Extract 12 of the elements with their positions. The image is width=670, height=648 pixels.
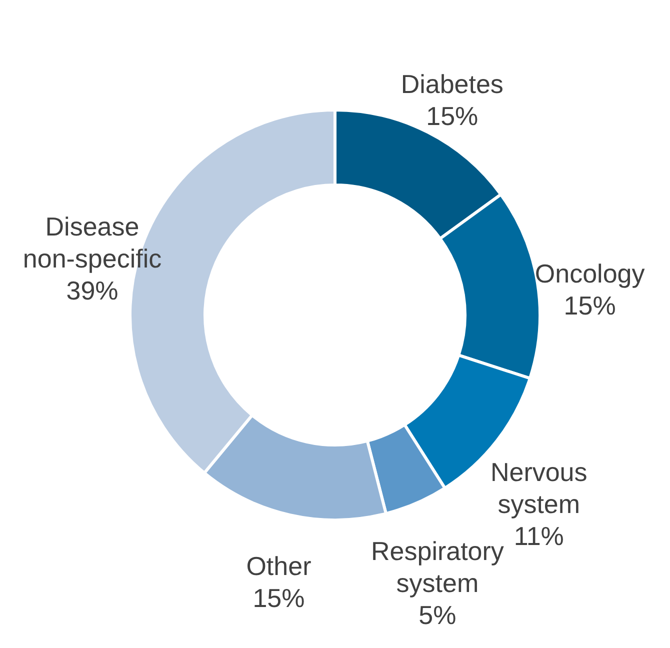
slice-label: Disease non-specific: [22, 212, 162, 274]
slice-label: Oncology: [534, 258, 645, 289]
data-label: 5%: [418, 600, 456, 630]
slice-label: Nervous system: [490, 457, 588, 520]
data-label: 11%: [514, 521, 564, 552]
slice-label: Diabetes: [400, 69, 504, 100]
data-label: 15%: [564, 290, 616, 321]
slice-label: Respiratory system: [370, 536, 504, 598]
data-label: 15%: [426, 101, 478, 132]
data-label: 39%: [66, 276, 118, 306]
data-label: 15%: [252, 582, 305, 613]
slice-label: Other: [246, 550, 312, 581]
